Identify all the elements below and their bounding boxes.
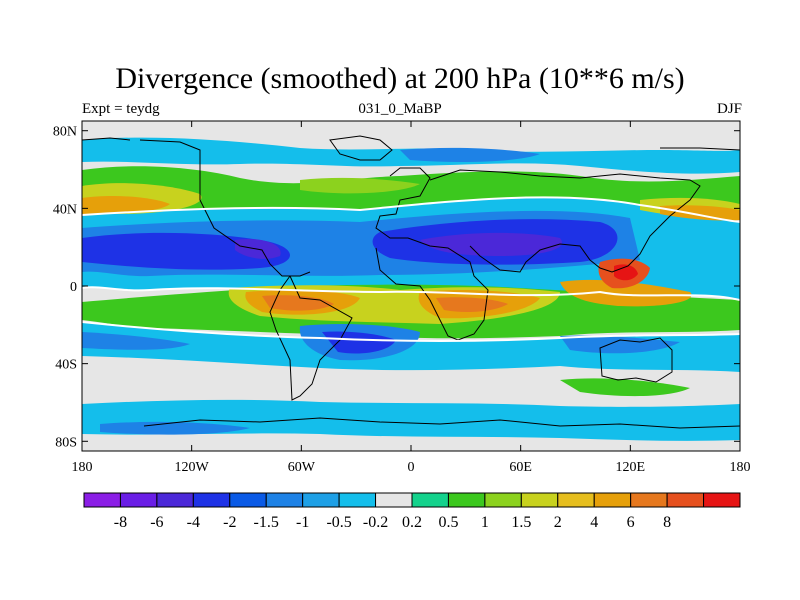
- lon-tick-label: 120E: [616, 460, 646, 475]
- sh-divergence-orange-east: [560, 279, 692, 307]
- coastlines: [82, 135, 740, 429]
- colorbar-label: -1: [296, 514, 309, 531]
- colorbar-swatch: [520, 492, 559, 508]
- colorbar: -8 -6 -4 -2 -1.5 -1 -0.5 -0.2 0.2 0.5 1 1.5 2 4 6 8: [83, 492, 741, 531]
- sh-convergence-core-west: [82, 332, 190, 350]
- lat-tick-label: 40N: [53, 202, 77, 217]
- sh-convergence-deep-central: [322, 331, 396, 354]
- colorbar-swatch: [593, 492, 632, 508]
- colorbar-swatch: [229, 492, 267, 508]
- colorbar-label: 4: [590, 514, 598, 531]
- nh-divergence-band: [82, 166, 740, 217]
- nh-divergence-orange-west: [82, 196, 170, 215]
- zero-contours: [82, 196, 740, 342]
- nh-divergence-green-central: [300, 177, 420, 194]
- lon-tick-label: 60E: [509, 460, 532, 475]
- colorbar-label: -6: [150, 514, 163, 531]
- colorbar-label: 1.5: [511, 514, 531, 531]
- lon-tick-label: 0: [408, 460, 415, 475]
- nh-divergence-orange-east: [660, 205, 740, 221]
- lat-tick-label: 80N: [53, 125, 77, 140]
- lon-tick-label: 120W: [175, 460, 210, 475]
- sh-convergence-band: [82, 322, 740, 372]
- colorbar-label: 8: [663, 514, 671, 531]
- colorbar-swatch: [302, 492, 340, 508]
- southern-ocean-green: [560, 378, 690, 397]
- lat-tick-label: 80S: [55, 435, 77, 450]
- colorbar-label: 0.2: [402, 514, 422, 531]
- sh-divergence-red-central: [436, 297, 508, 312]
- latitude-axis: 80N 40N 0 40S 80S: [53, 125, 740, 450]
- colorbar-swatch: [447, 492, 486, 508]
- lon-tick-label: 180: [730, 460, 751, 475]
- colorbar-label: -1.5: [254, 514, 279, 531]
- colorbar-swatch: [119, 492, 158, 508]
- colorbar-swatch: [557, 492, 595, 508]
- case-label: 031_0_MaBP: [358, 101, 442, 117]
- plot-title: Divergence (smoothed) at 200 hPa (10**6 …: [115, 62, 685, 95]
- westpac-divergence-max: [614, 264, 638, 281]
- colorbar-label: 6: [627, 514, 635, 531]
- colorbar-swatch: [484, 492, 522, 508]
- nh-convergence-purple: [420, 232, 562, 256]
- lat-tick-label: 0: [70, 280, 77, 295]
- colorbar-swatch: [703, 492, 741, 508]
- experiment-label: Expt = teydg: [82, 101, 160, 117]
- lat-tick-label: 40S: [55, 358, 77, 373]
- colorbar-label: -2: [223, 514, 236, 531]
- colorbar-swatch: [411, 492, 449, 508]
- colorbar-label: -0.2: [363, 514, 388, 531]
- colorbar-label: -4: [187, 514, 200, 531]
- colorbar-swatch: [666, 492, 705, 508]
- colorbar-swatch: [630, 492, 668, 508]
- season-label: DJF: [716, 101, 742, 117]
- lon-tick-label: 60W: [288, 460, 316, 475]
- colorbar-label: -8: [114, 514, 127, 531]
- map-field: [82, 121, 740, 451]
- longitude-axis: 180 120W 60W 0 60E 120E 180: [72, 121, 751, 475]
- colorbar-label: -0.5: [326, 514, 351, 531]
- southern-ocean-core: [100, 421, 250, 435]
- lon-tick-label: 180: [72, 460, 93, 475]
- colorbar-swatch: [83, 492, 121, 508]
- southern-ocean-convergence: [82, 399, 740, 441]
- colorbar-label: 0.5: [438, 514, 458, 531]
- arctic-convergence-core: [400, 147, 540, 162]
- colorbar-swatch: [338, 492, 377, 508]
- colorbar-swatch: [156, 492, 194, 508]
- colorbar-swatch: [192, 492, 231, 508]
- colorbar-label: 2: [554, 514, 562, 531]
- colorbar-swatch: [265, 492, 304, 508]
- colorbar-label: 1: [481, 514, 489, 531]
- colorbar-swatch: [375, 492, 413, 508]
